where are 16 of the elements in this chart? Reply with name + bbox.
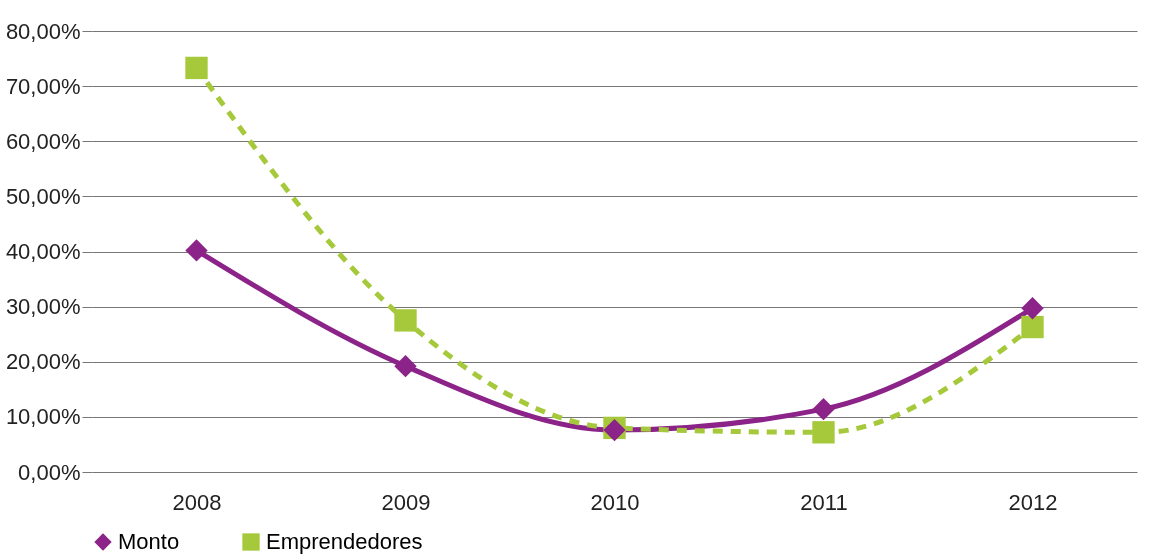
legend-label: Emprendedores	[266, 529, 423, 554]
y-tick-label: 80,00%	[5, 18, 81, 44]
y-tick-label: 30,00%	[5, 294, 81, 320]
y-tick-label: 50,00%	[5, 183, 81, 209]
x-tick-label: 2008	[172, 489, 222, 515]
y-tick-label: 10,00%	[5, 404, 81, 430]
y-tick-label: 70,00%	[5, 73, 81, 99]
x-tick-label: 2009	[381, 489, 431, 515]
y-tick-label: 0,00%	[18, 459, 81, 485]
y-tick-label: 60,00%	[5, 128, 81, 154]
x-tick-label: 2010	[590, 489, 640, 515]
x-tick-label: 2012	[1008, 489, 1058, 515]
legend-label: Monto	[118, 529, 180, 554]
x-tick-label: 2011	[800, 489, 848, 515]
y-tick-label: 20,00%	[5, 349, 81, 375]
y-tick-label: 40,00%	[5, 239, 81, 264]
